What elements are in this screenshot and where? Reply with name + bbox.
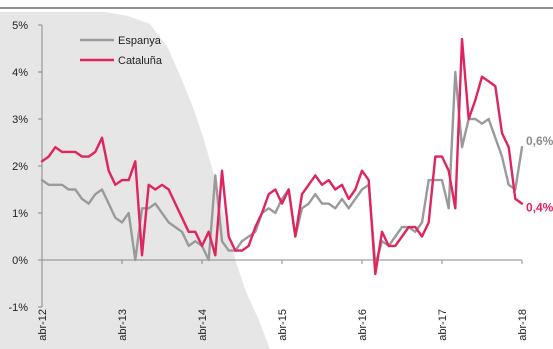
x-tick-label: abr-17 [437,309,449,341]
y-tick-label: 0% [12,255,28,267]
x-tick-label: abr-13 [117,309,129,341]
end-labels: 0,6% 0,4% [526,134,553,214]
y-tick-label: 3% [12,114,28,126]
series-line-espanya [40,70,524,266]
x-tick-label: abr-14 [197,309,209,341]
series-layer [40,37,524,276]
y-tick-label: -1% [8,302,28,314]
x-tick-label: abr-15 [277,309,289,341]
x-axis: abr-12 abr-13 abr-14 abr-15 abr-16 abr-17 abr-… [37,260,529,341]
series-line-catalunya [40,37,524,276]
legend-label: Espanya [118,35,162,47]
legend: Espanya Cataluña [80,35,163,67]
y-tick-label: 4% [12,67,28,79]
y-tick-label: 2% [12,161,28,173]
y-tick-label: 5% [12,20,28,32]
background-silhouette [0,12,270,349]
end-label-value: 0,6% [526,134,553,148]
end-label-value: 0,4% [526,201,553,215]
x-tick-label: abr-16 [357,309,369,341]
x-tick-label: abr-18 [517,309,529,341]
legend-label: Cataluña [118,55,163,67]
y-tick-label: 1% [12,208,28,220]
x-tick-label: abr-12 [37,309,49,341]
